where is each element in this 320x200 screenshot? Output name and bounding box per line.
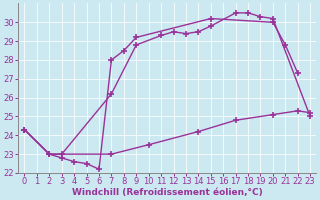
X-axis label: Windchill (Refroidissement éolien,°C): Windchill (Refroidissement éolien,°C)	[72, 188, 263, 197]
